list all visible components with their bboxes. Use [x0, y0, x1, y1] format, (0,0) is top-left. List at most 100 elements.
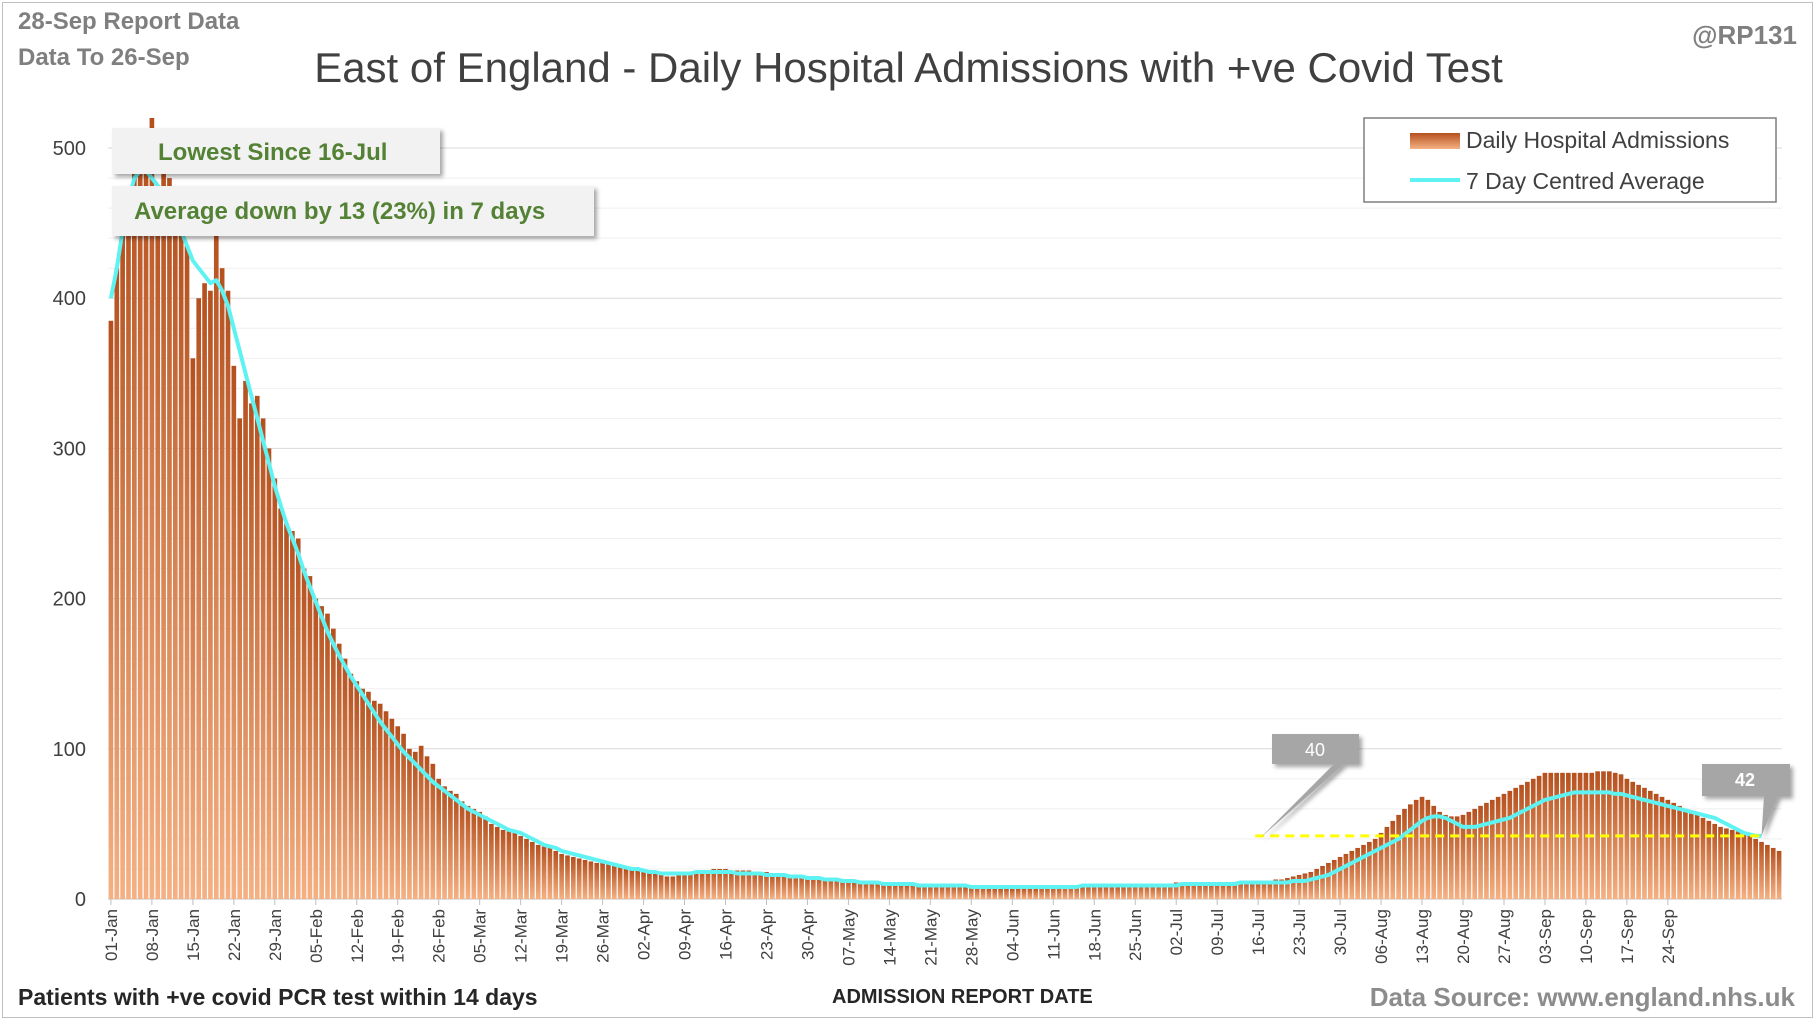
bar — [1770, 847, 1776, 899]
bar — [354, 681, 360, 899]
bar — [500, 829, 506, 899]
bar — [407, 748, 412, 899]
bar — [512, 832, 518, 899]
bar — [1273, 879, 1279, 899]
bar — [740, 870, 746, 899]
bar — [758, 871, 763, 899]
legend-label-bars: Daily Hospital Admissions — [1466, 127, 1729, 153]
bar — [1688, 811, 1694, 899]
bar — [301, 568, 307, 899]
callout-16-jul — [1259, 734, 1359, 839]
bar — [998, 888, 1003, 899]
bar — [1448, 816, 1454, 899]
x-tick-label: 28-May — [962, 909, 981, 966]
bar — [1724, 828, 1729, 899]
y-tick-label: 200 — [53, 589, 86, 611]
bar — [933, 885, 939, 899]
bar — [1244, 880, 1249, 899]
bar — [1062, 885, 1068, 899]
bar — [1413, 799, 1419, 899]
bar — [693, 871, 699, 899]
bar — [1238, 880, 1243, 899]
bar — [319, 606, 324, 899]
bar — [541, 846, 547, 899]
bar — [1647, 790, 1653, 899]
bar — [1285, 877, 1290, 899]
bar — [881, 883, 886, 899]
bar — [1454, 816, 1460, 899]
bar — [1091, 885, 1097, 899]
bar — [1115, 885, 1120, 899]
bar — [342, 658, 348, 899]
bar — [1162, 883, 1167, 899]
bar — [1390, 820, 1396, 899]
bar — [1173, 882, 1179, 899]
bar — [1261, 880, 1267, 899]
bar — [1624, 778, 1630, 899]
bar — [108, 320, 114, 899]
y-tick-label: 300 — [53, 438, 86, 460]
callout-24-sep-label: 42 — [1735, 770, 1755, 790]
bar — [1431, 805, 1437, 899]
bar — [816, 876, 822, 899]
bar — [1466, 811, 1472, 899]
legend-swatch-bars — [1410, 133, 1460, 149]
bar — [775, 873, 781, 899]
bar — [360, 688, 365, 899]
bar — [1121, 885, 1126, 899]
callout-16-jul-label: 40 — [1305, 740, 1325, 760]
bar — [1367, 841, 1372, 899]
legend-label-average: 7 Day Centred Average — [1466, 168, 1705, 194]
bar — [793, 874, 799, 899]
bar — [770, 873, 775, 899]
x-tick-label: 23-Apr — [757, 909, 776, 960]
bar — [957, 885, 962, 899]
bar — [705, 870, 711, 899]
bar — [1179, 882, 1185, 899]
bar — [822, 877, 828, 899]
x-tick-label: 23-Jul — [1290, 909, 1309, 955]
bar — [1097, 885, 1103, 899]
x-tick-label: 27-Aug — [1495, 909, 1514, 964]
bar — [178, 230, 184, 899]
x-tick-label: 19-Mar — [553, 909, 572, 963]
bar — [1203, 882, 1208, 899]
bar — [1630, 781, 1636, 899]
bar — [1132, 883, 1138, 899]
bar — [1009, 888, 1015, 899]
bar — [1507, 790, 1513, 899]
x-tick-label: 09-Apr — [676, 909, 695, 960]
bar — [1384, 826, 1390, 899]
bar — [1484, 802, 1489, 899]
bar — [1460, 814, 1466, 899]
bar — [1033, 888, 1039, 899]
bar — [851, 880, 857, 899]
bar — [149, 118, 155, 899]
x-tick-label: 12-Feb — [348, 909, 367, 963]
x-tick-label: 14-May — [880, 909, 899, 966]
bar — [1659, 796, 1665, 899]
bar — [1068, 885, 1074, 899]
bar — [1747, 835, 1753, 899]
bar — [1127, 883, 1132, 899]
bar — [922, 885, 927, 899]
bar — [1004, 888, 1009, 899]
x-tick-label: 17-Sep — [1618, 909, 1637, 964]
bar — [254, 395, 260, 899]
bar — [137, 140, 143, 900]
bar — [1343, 853, 1349, 899]
bar — [266, 448, 272, 899]
bar — [904, 883, 910, 899]
bar — [676, 874, 682, 899]
bar — [225, 290, 231, 899]
bar — [231, 365, 237, 899]
bar — [143, 155, 149, 899]
bar — [1566, 772, 1571, 899]
bar — [670, 876, 676, 899]
bar — [1378, 832, 1384, 899]
bar — [617, 867, 623, 899]
bar — [465, 805, 471, 899]
bar — [1214, 882, 1220, 899]
bar — [494, 826, 500, 899]
